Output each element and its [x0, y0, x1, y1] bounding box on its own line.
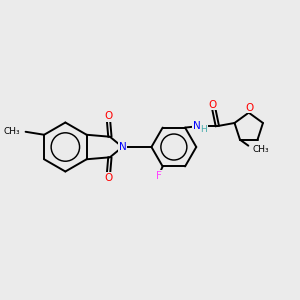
Text: F: F [156, 171, 162, 181]
Text: H: H [200, 124, 207, 134]
Text: O: O [104, 111, 112, 121]
Text: O: O [208, 100, 216, 110]
Text: CH₃: CH₃ [253, 145, 269, 154]
Text: N: N [119, 142, 127, 152]
Text: O: O [104, 173, 112, 183]
Text: CH₃: CH₃ [4, 127, 20, 136]
Text: N: N [193, 121, 200, 131]
Text: O: O [245, 103, 253, 112]
